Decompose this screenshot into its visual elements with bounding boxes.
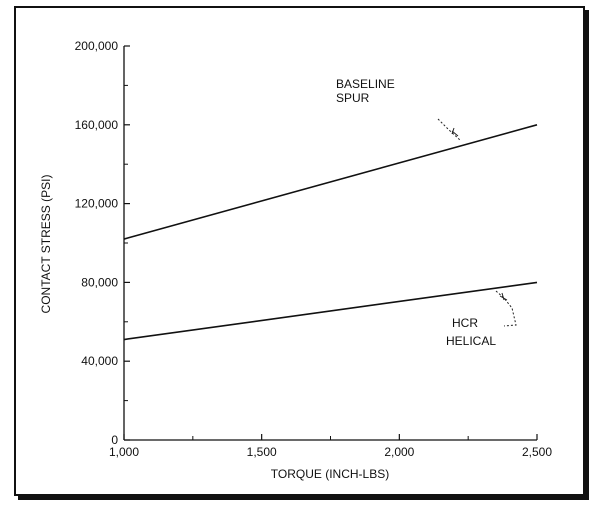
- y-tick-label: 120,000: [75, 197, 119, 211]
- y-tick-label: 200,000: [75, 39, 119, 53]
- y-tick-label: 160,000: [75, 118, 119, 132]
- arrow-baseline-spur: [451, 127, 459, 137]
- y-tick-label: 0: [111, 433, 118, 447]
- x-tick-label: 1,500: [247, 445, 277, 459]
- series-lines: [123, 124, 538, 341]
- x-ticks: 1,000 1,500 2,000 2,500: [109, 434, 552, 459]
- y-tick-label: 80,000: [81, 275, 118, 289]
- leader-baseline-spur: [437, 118, 461, 141]
- chart-frame: [14, 6, 585, 496]
- label-leaders: [437, 118, 517, 327]
- series-line-hcr-helical: [123, 281, 538, 341]
- leader-hcr-helical: [495, 290, 517, 327]
- x-axis-label: TORQUE (INCH-LBS): [271, 467, 389, 481]
- series-label-hcr-helical-line2: HELICAL: [446, 334, 496, 348]
- y-axis-label: CONTACT STRESS (PSI): [39, 175, 53, 314]
- x-tick-label: 2,000: [384, 445, 414, 459]
- y-tick-label: 40,000: [81, 354, 118, 368]
- series-line-baseline-spur: [123, 124, 538, 240]
- series-label-baseline-spur-line1: BASELINE: [336, 77, 395, 91]
- x-tick-label: 1,000: [109, 445, 139, 459]
- series-label-baseline-spur-line2: SPUR: [336, 91, 370, 105]
- axes: [123, 46, 537, 441]
- arrow-hcr-helical: [499, 292, 508, 301]
- y-ticks: 0 40,000 80,000 120,000 160,000 200,000: [75, 39, 130, 447]
- series-label-hcr-helical-line1: HCR: [452, 316, 478, 330]
- x-tick-label: 2,500: [522, 445, 552, 459]
